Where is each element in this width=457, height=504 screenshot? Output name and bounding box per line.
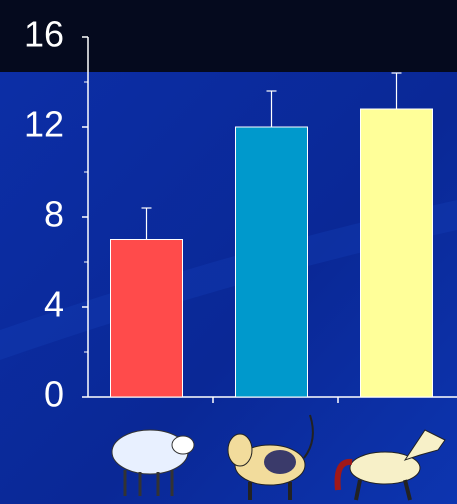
top-band: [0, 0, 457, 72]
horse-icon: [334, 429, 446, 501]
y-tick-label: 8: [44, 194, 64, 235]
bar: [360, 108, 433, 398]
y-tick-label: 16: [24, 14, 64, 55]
y-tick-label: 12: [24, 104, 64, 145]
bar: [110, 239, 183, 398]
cow-icon: [227, 414, 314, 500]
sheep-icon: [111, 429, 195, 496]
bar: [235, 126, 308, 398]
y-tick-label: 4: [44, 284, 64, 325]
y-tick-label: 0: [44, 374, 64, 415]
